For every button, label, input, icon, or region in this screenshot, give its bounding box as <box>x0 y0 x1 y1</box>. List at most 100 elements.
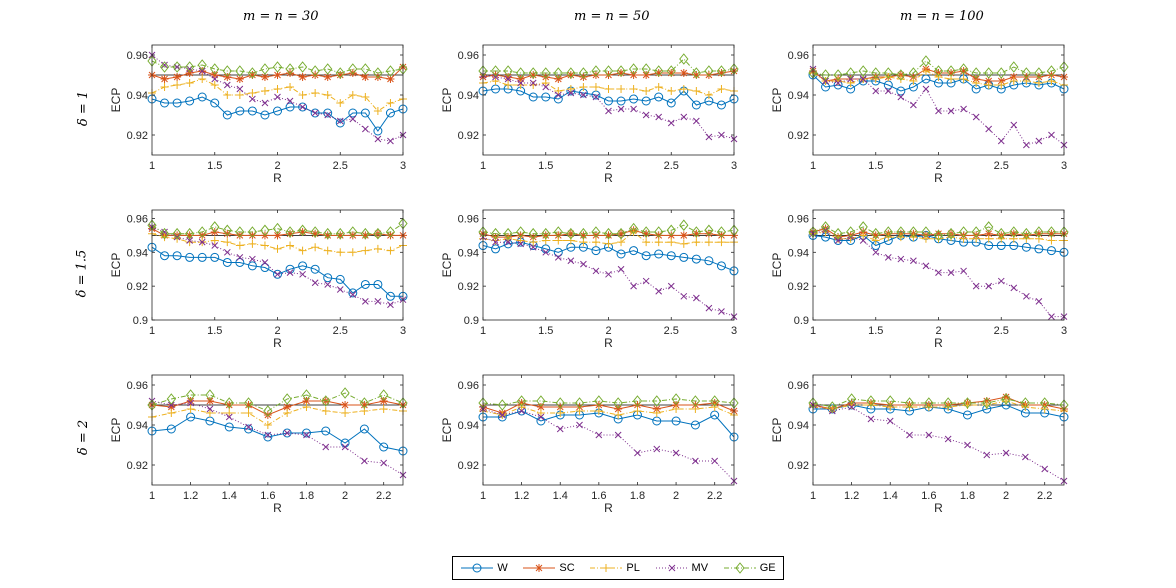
point-GE <box>348 63 358 75</box>
point-SC <box>386 231 395 240</box>
point-W <box>591 246 601 256</box>
point-MV <box>261 259 269 266</box>
x-tick-label: 1.5 <box>868 160 883 172</box>
point-MV <box>225 413 233 421</box>
point-SC <box>348 69 357 77</box>
point-PL <box>947 233 956 242</box>
x-tick-label: 1.2 <box>183 490 198 502</box>
x-tick-label: 3 <box>731 160 737 172</box>
point-PL <box>491 236 500 245</box>
point-SC <box>642 71 651 79</box>
point-GE <box>924 397 934 409</box>
point-PL <box>373 244 382 253</box>
point-W <box>298 102 308 112</box>
point-PL <box>704 91 713 99</box>
point-GE <box>652 395 662 407</box>
point-W <box>704 256 714 266</box>
point-PL <box>871 75 880 83</box>
x-axis-label: R <box>604 336 613 350</box>
point-SC <box>579 231 588 240</box>
point-GE <box>858 65 868 77</box>
point-MV <box>972 282 980 290</box>
point-W <box>348 108 358 118</box>
point-GE <box>247 226 258 238</box>
point-SC <box>286 229 295 238</box>
point-SC <box>248 231 257 240</box>
point-GE <box>528 67 538 79</box>
point-W <box>335 274 345 284</box>
point-MV <box>997 137 1005 145</box>
point-PL <box>959 234 968 243</box>
point-MV <box>361 125 369 133</box>
y-tick-label: 0.94 <box>458 420 479 432</box>
point-SC <box>1009 229 1018 238</box>
point-W <box>641 96 651 106</box>
point-SC <box>984 229 993 238</box>
point-GE <box>497 399 507 411</box>
point-W <box>1046 246 1056 256</box>
point-PL <box>173 81 182 89</box>
point-MV <box>580 91 587 99</box>
point-PL <box>717 238 726 247</box>
x-tick-label: 2 <box>935 160 941 172</box>
point-GE <box>285 226 295 238</box>
x-tick-label: 1 <box>810 160 816 172</box>
point-PL <box>667 238 676 247</box>
point-GE <box>360 63 370 75</box>
point-PL <box>614 411 623 419</box>
point-MV <box>718 308 725 315</box>
series-line-PL <box>812 231 1064 242</box>
point-MV <box>236 254 244 261</box>
point-GE <box>591 226 601 238</box>
legend-label: PL <box>626 562 640 574</box>
point-GE <box>591 65 601 77</box>
x-tick-label: 3 <box>731 325 737 337</box>
point-MV <box>322 443 330 451</box>
point-W <box>235 106 245 116</box>
x-tick-label: 2 <box>1003 490 1009 502</box>
point-W <box>629 246 639 256</box>
x-tick-label: 1.5 <box>207 325 222 337</box>
series-line-MV <box>812 404 1065 482</box>
legend-item-GE: GE <box>723 562 776 574</box>
point-GE <box>566 227 576 240</box>
point-MV <box>286 97 294 105</box>
point-MV <box>274 270 281 278</box>
point-MV <box>529 79 537 87</box>
point-MV <box>311 109 319 117</box>
point-PL <box>629 228 638 236</box>
point-PL <box>302 403 311 411</box>
point-MV <box>906 431 913 439</box>
point-PL <box>604 85 613 93</box>
point-PL <box>679 85 688 93</box>
point-W <box>210 252 220 262</box>
point-SC <box>871 231 880 240</box>
point-MV <box>211 75 219 83</box>
point-GE <box>716 65 727 77</box>
point-PL <box>896 75 905 83</box>
point-GE <box>159 227 170 240</box>
point-MV <box>576 421 583 429</box>
point-MV <box>711 457 719 465</box>
point-MV <box>349 291 357 298</box>
point-GE <box>224 397 234 409</box>
point-PL <box>704 238 713 247</box>
point-GE <box>310 226 320 238</box>
x-axis-label: R <box>934 171 943 185</box>
point-GE <box>1001 393 1011 405</box>
point-SC <box>341 401 350 409</box>
subplot-r0-c2: 1 1.5 2 2.5 3 0.92 0.94 0.96 R ECP <box>770 44 1069 185</box>
y-tick-label: 0.9 <box>133 315 148 327</box>
x-axis-label: R <box>604 501 613 515</box>
series-line-W <box>482 88 735 106</box>
point-GE <box>632 395 643 407</box>
y-axis-label: ECP <box>770 88 784 113</box>
point-MV <box>387 301 394 309</box>
point-PL <box>617 85 626 93</box>
point-PL <box>348 91 357 99</box>
point-PL <box>692 238 701 247</box>
legend-label: GE <box>759 562 776 574</box>
point-MV <box>341 443 349 451</box>
point-PL <box>223 238 232 247</box>
point-MV <box>1022 453 1029 461</box>
